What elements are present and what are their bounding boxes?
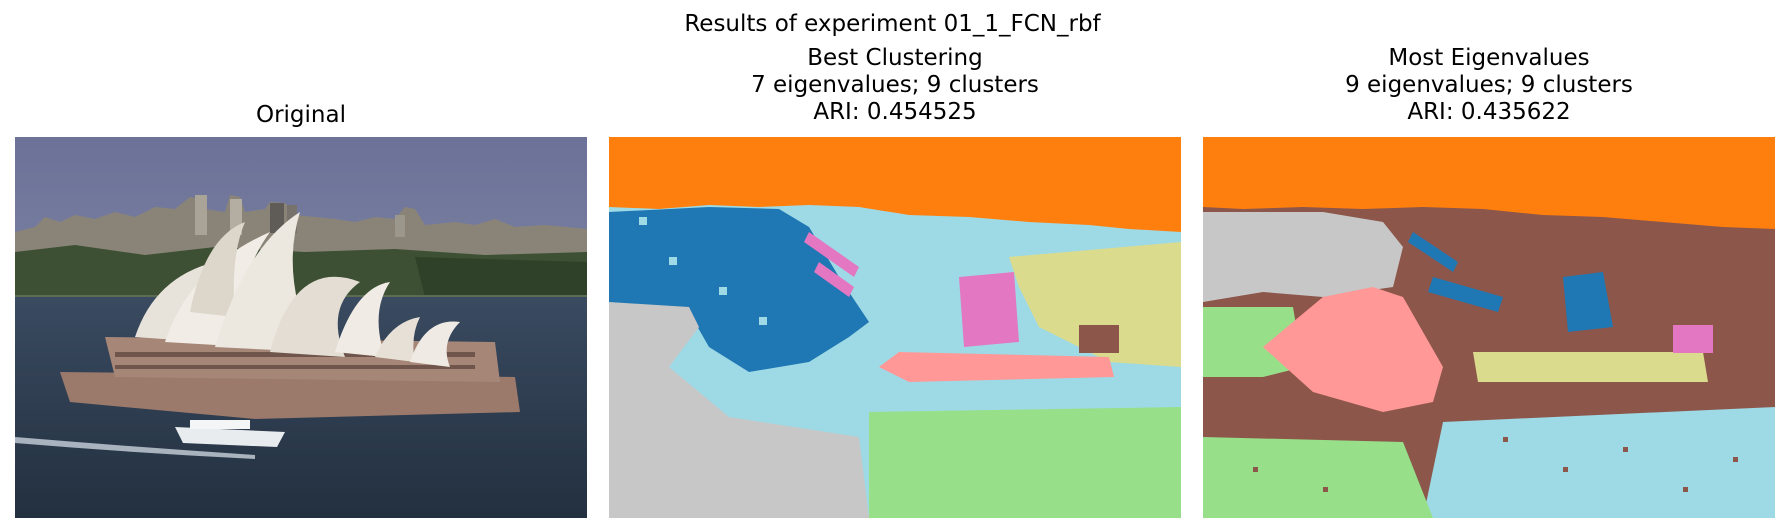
panel-best-clustering: Best Clustering 7 eigenvalues; 9 cluster…	[609, 0, 1181, 532]
most-eigenvalues-image	[1203, 137, 1775, 518]
panel-title: Best Clustering 7 eigenvalues; 9 cluster…	[609, 45, 1181, 126]
original-image	[15, 137, 587, 518]
panel-title-line: 9 eigenvalues; 9 clusters	[1345, 72, 1633, 98]
panel-title-line: Original	[255, 102, 346, 128]
panel-title: Most Eigenvalues 9 eigenvalues; 9 cluste…	[1203, 45, 1775, 126]
panel-title-line: Best Clustering	[807, 45, 983, 71]
panel-title-line: ARI: 0.435622	[1407, 99, 1571, 125]
panel-title: Original	[15, 102, 587, 129]
panel-most-eigenvalues: Most Eigenvalues 9 eigenvalues; 9 cluste…	[1203, 0, 1775, 532]
panel-title-line: 7 eigenvalues; 9 clusters	[751, 72, 1039, 98]
figure-suptitle: Results of experiment 01_1_FCN_rbf	[684, 11, 1101, 37]
panel-title-line: ARI: 0.454525	[813, 99, 977, 125]
panel-original: Original	[15, 0, 587, 532]
panel-title-line: Most Eigenvalues	[1388, 45, 1590, 71]
best-clustering-image	[609, 137, 1181, 518]
